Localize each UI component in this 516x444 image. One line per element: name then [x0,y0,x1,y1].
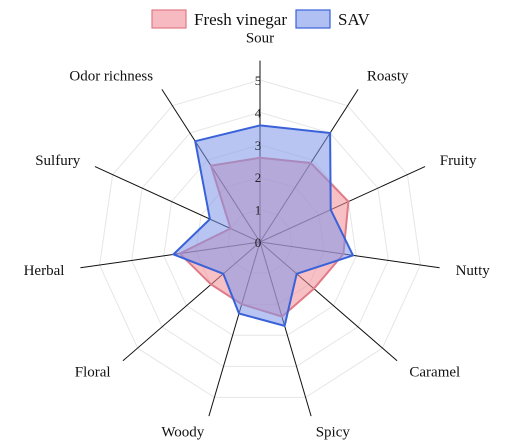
axis-label-sulfury: Sulfury [35,153,81,169]
axis-label-woody: Woody [161,425,204,441]
axis-label-caramel: Caramel [409,364,460,380]
axis-label-herbal: Herbal [24,263,65,279]
legend: Fresh vinegar SAV [151,9,371,29]
series-areas [171,124,355,328]
axis-label-spicy: Spicy [316,425,351,441]
axis-label-floral: Floral [75,364,111,380]
series-area-sav [171,124,355,328]
tick-label-5: 5 [255,73,262,88]
tick-label-4: 4 [255,105,262,120]
axis-label-nutty: Nutty [456,263,491,279]
axis-label-odor-richness: Odor richness [69,69,153,85]
axis-label-fruity: Fruity [440,153,477,169]
legend-swatch-sav [295,9,331,29]
radial-tick-labels: 0 1 2 3 4 5 [255,73,262,250]
tick-label-3: 3 [255,138,262,153]
axis-labels: Sour Roasty Fruity Nutty Caramel Spicy Woody Fl… [24,30,491,440]
tick-label-1: 1 [255,203,262,218]
legend-swatch-fresh-vinegar [151,9,187,29]
tick-label-0: 0 [255,235,262,250]
tick-label-2: 2 [255,170,262,185]
grid-ring-4 [131,111,389,367]
axis-label-roasty: Roasty [367,69,409,85]
legend-label-sav: SAV [338,10,371,29]
legend-label-fresh-vinegar: Fresh vinegar [194,10,287,29]
grid-ring-5 [99,79,421,398]
axis-label-sour: Sour [246,30,274,46]
